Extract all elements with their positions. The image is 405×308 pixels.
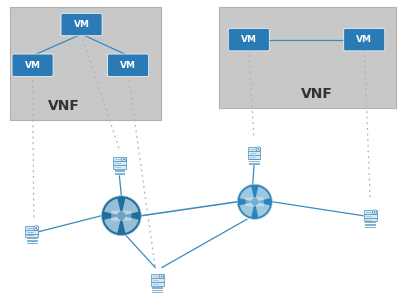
FancyBboxPatch shape xyxy=(10,7,161,120)
Circle shape xyxy=(256,147,260,151)
Polygon shape xyxy=(122,199,138,215)
Text: VM: VM xyxy=(356,35,371,44)
Polygon shape xyxy=(104,217,120,233)
FancyBboxPatch shape xyxy=(61,14,102,36)
FancyBboxPatch shape xyxy=(113,165,126,169)
Text: VM: VM xyxy=(240,35,256,44)
FancyBboxPatch shape xyxy=(113,157,126,161)
Text: VM: VM xyxy=(120,61,136,70)
Text: VNF: VNF xyxy=(300,87,332,101)
FancyBboxPatch shape xyxy=(363,218,376,221)
FancyBboxPatch shape xyxy=(228,29,269,51)
Circle shape xyxy=(121,157,126,162)
Circle shape xyxy=(122,158,124,160)
Text: VNF: VNF xyxy=(47,99,79,113)
FancyBboxPatch shape xyxy=(363,210,376,214)
FancyBboxPatch shape xyxy=(12,54,53,76)
FancyBboxPatch shape xyxy=(151,282,163,286)
FancyBboxPatch shape xyxy=(113,161,126,165)
Circle shape xyxy=(101,196,141,236)
FancyBboxPatch shape xyxy=(245,197,263,206)
FancyBboxPatch shape xyxy=(218,7,395,108)
FancyBboxPatch shape xyxy=(151,278,163,282)
Circle shape xyxy=(35,227,37,229)
Circle shape xyxy=(237,184,272,219)
Circle shape xyxy=(373,211,375,213)
FancyBboxPatch shape xyxy=(343,29,384,51)
FancyBboxPatch shape xyxy=(247,155,260,159)
FancyBboxPatch shape xyxy=(247,147,260,151)
Text: VM: VM xyxy=(25,61,40,70)
Circle shape xyxy=(257,148,259,150)
Polygon shape xyxy=(122,217,138,233)
FancyBboxPatch shape xyxy=(26,230,38,233)
FancyBboxPatch shape xyxy=(363,214,376,218)
Circle shape xyxy=(371,210,376,214)
FancyBboxPatch shape xyxy=(107,54,148,76)
Polygon shape xyxy=(239,187,253,201)
FancyBboxPatch shape xyxy=(247,151,260,155)
Circle shape xyxy=(159,274,163,279)
Polygon shape xyxy=(104,199,120,215)
FancyBboxPatch shape xyxy=(151,274,163,278)
FancyBboxPatch shape xyxy=(26,226,38,230)
Polygon shape xyxy=(255,203,269,217)
Text: VM: VM xyxy=(73,20,90,29)
Circle shape xyxy=(160,275,162,278)
FancyBboxPatch shape xyxy=(26,233,38,237)
Polygon shape xyxy=(239,203,253,217)
Circle shape xyxy=(34,226,38,230)
FancyBboxPatch shape xyxy=(111,211,131,221)
Polygon shape xyxy=(255,187,269,201)
